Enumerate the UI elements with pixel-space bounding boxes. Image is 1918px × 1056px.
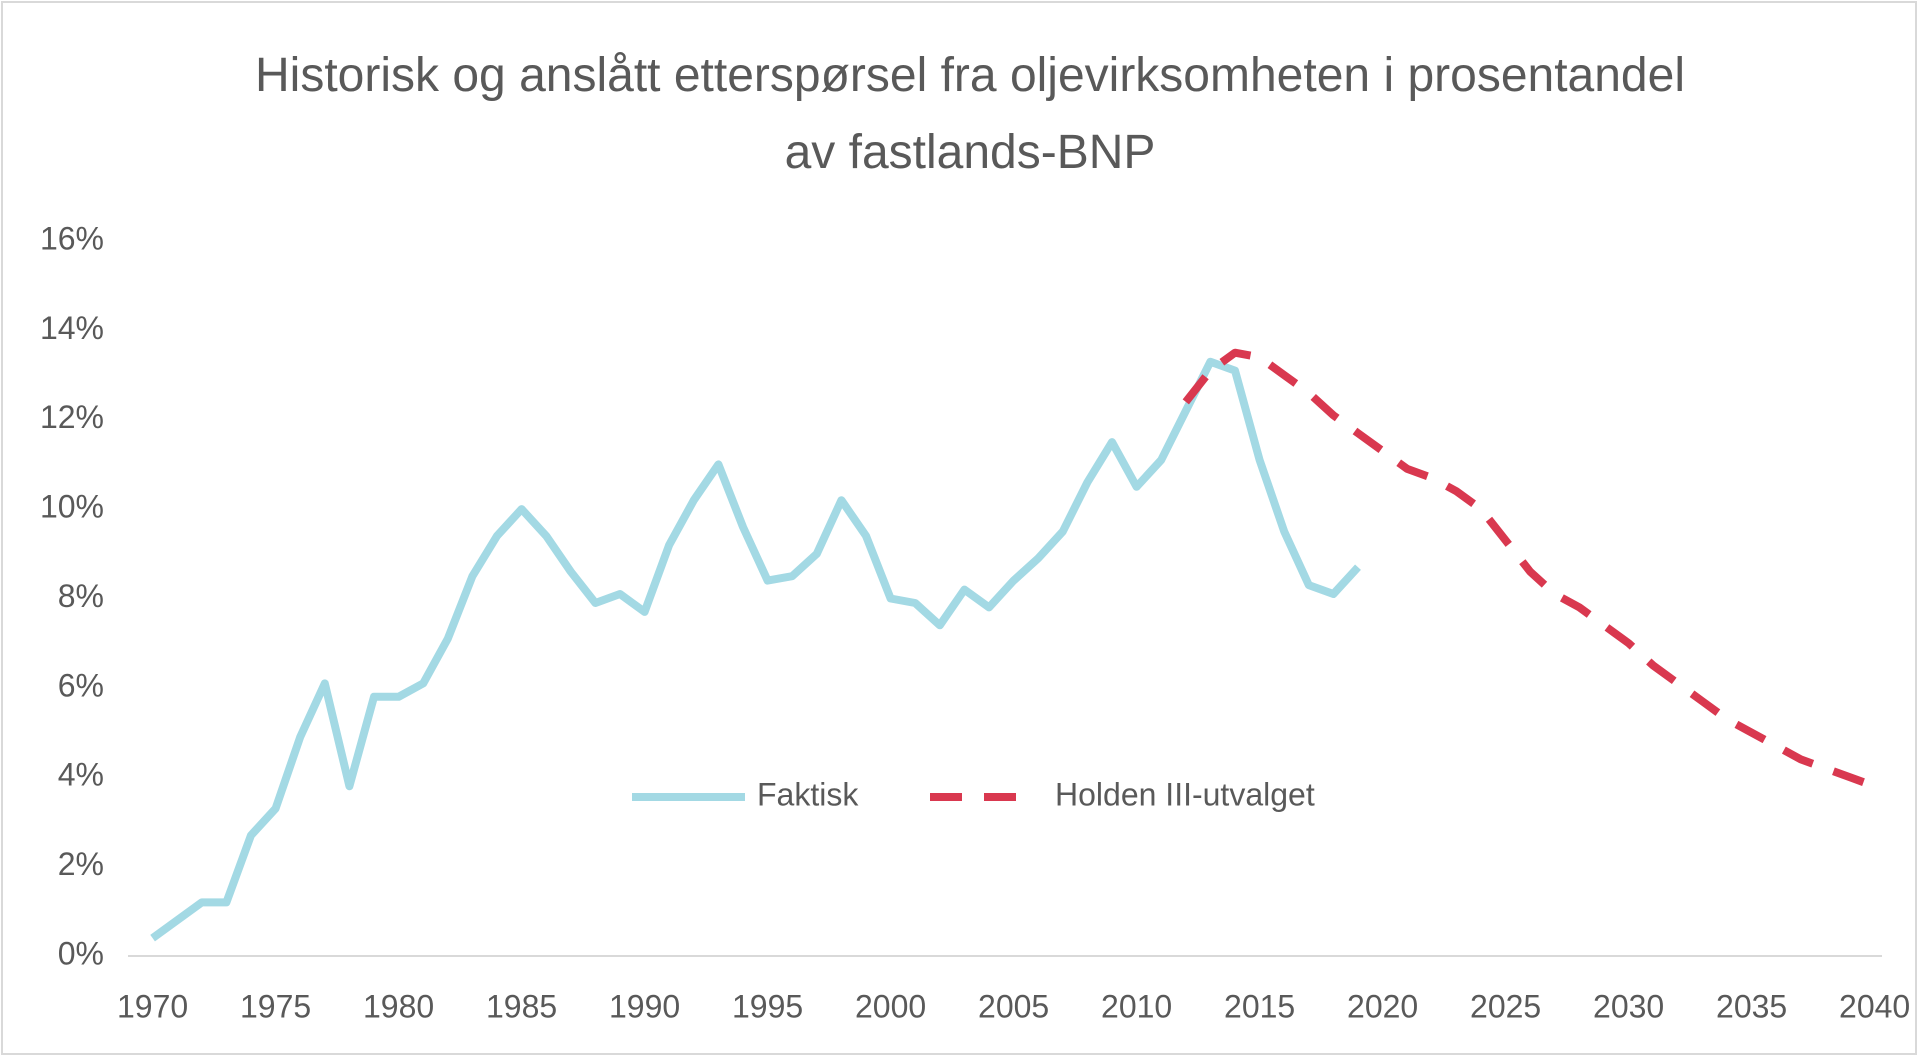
x-tick-label: 2005 <box>978 988 1049 1024</box>
x-tick-label: 1975 <box>240 988 311 1024</box>
y-tick-label: 6% <box>58 667 104 703</box>
x-tick-label: 2035 <box>1716 988 1787 1024</box>
x-tick-label: 1985 <box>486 988 557 1024</box>
y-tick-label: 16% <box>40 220 104 256</box>
x-tick-label: 1970 <box>117 988 188 1024</box>
legend-label: Holden III-utvalget <box>1055 776 1315 812</box>
series-line <box>1182 348 1876 790</box>
y-tick-label: 10% <box>40 489 104 525</box>
x-tick-label: 2030 <box>1593 988 1664 1024</box>
series-line <box>150 357 1361 942</box>
y-tick-label: 12% <box>40 399 104 435</box>
x-tick-label: 2025 <box>1470 988 1541 1024</box>
x-tick-label: 2040 <box>1839 988 1910 1024</box>
x-tick-label: 2020 <box>1347 988 1418 1024</box>
x-tick-label: 1980 <box>363 988 434 1024</box>
x-tick-label: 2010 <box>1101 988 1172 1024</box>
y-tick-label: 8% <box>58 578 104 614</box>
x-tick-label: 2015 <box>1224 988 1295 1024</box>
y-tick-label: 0% <box>58 935 104 971</box>
y-tick-label: 14% <box>40 310 104 346</box>
legend-label: Faktisk <box>757 776 859 812</box>
chart-title-line1: Historisk og anslått etterspørsel fra ol… <box>255 49 1685 179</box>
x-tick-label: 2000 <box>855 988 926 1024</box>
y-tick-label: 2% <box>58 846 104 882</box>
x-tick-label: 1990 <box>609 988 680 1024</box>
y-tick-label: 4% <box>58 757 104 793</box>
x-tick-label: 1995 <box>732 988 803 1024</box>
